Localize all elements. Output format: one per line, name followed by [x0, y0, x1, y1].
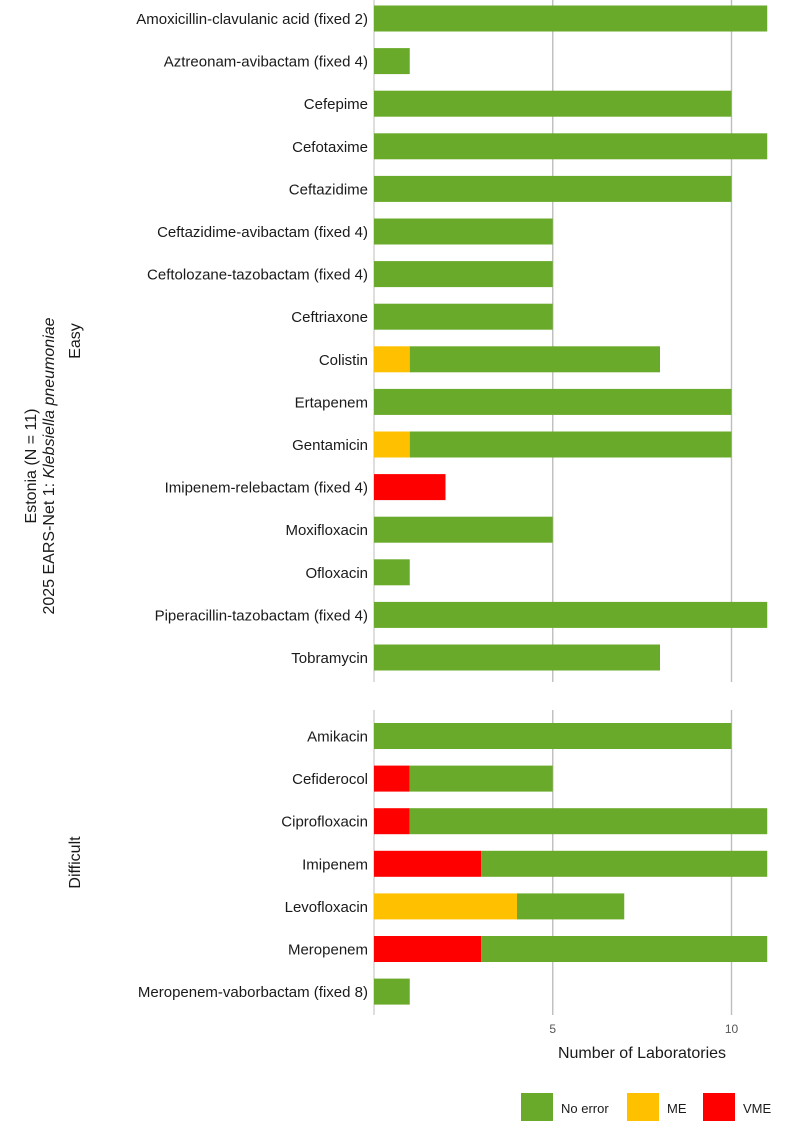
category-label: Amoxicillin-clavulanic acid (fixed 2): [136, 11, 368, 28]
category-label: Ciprofloxacin: [281, 814, 368, 831]
chart-title-line-2: 2025 EARS-Net 1: Klebsiella pneumoniae: [41, 317, 58, 614]
bar-segment-no-error: [374, 978, 410, 1005]
category-label: Piperacillin-tazobactam (fixed 4): [155, 607, 368, 624]
category-label: Cefotaxime: [292, 139, 368, 156]
bar-segment-no-error: [409, 346, 660, 373]
panel-label: Difficult: [67, 836, 84, 889]
legend-label: ME: [667, 1101, 687, 1116]
bar-segment-no-error: [517, 893, 625, 920]
bar-segment-no-error: [409, 765, 553, 792]
legend-label: VME: [743, 1101, 772, 1116]
bar-segment-no-error: [374, 90, 732, 117]
category-label: Imipenem: [302, 856, 368, 873]
category-label: Ceftazidime-avibactam (fixed 4): [157, 224, 368, 241]
panel-label: Easy: [67, 323, 84, 359]
legend-key: [703, 1093, 735, 1123]
category-label: Aztreonam-avibactam (fixed 4): [164, 54, 368, 71]
category-label: Meropenem: [288, 942, 368, 959]
bar-segment-no-error: [374, 723, 732, 749]
legend-label: No error: [561, 1101, 609, 1116]
bar-segment-no-error: [374, 601, 768, 628]
bar-segment-no-error: [374, 218, 553, 245]
bar-segment-no-error: [374, 516, 553, 543]
bar-segment-no-error: [374, 559, 410, 586]
category-label: Ertapenem: [295, 394, 368, 411]
category-label: Amikacin: [307, 729, 368, 746]
x-tick-label: 5: [549, 1022, 556, 1036]
bar-segment-no-error: [481, 850, 768, 877]
x-axis-title: Number of Laboratories: [558, 1045, 726, 1062]
category-label: Colistin: [319, 352, 368, 369]
category-label: Ceftriaxone: [291, 309, 368, 326]
legend-key: [627, 1093, 659, 1123]
category-label: Cefiderocol: [292, 771, 368, 788]
bar-segment-me: [374, 346, 410, 373]
category-label: Tobramycin: [291, 650, 368, 667]
category-label: Imipenem-relebactam (fixed 4): [165, 480, 368, 497]
category-label: Ofloxacin: [305, 565, 368, 582]
bar-segment-no-error: [374, 5, 768, 32]
bar-segment-no-error: [374, 175, 732, 202]
bar-segment-no-error: [374, 303, 553, 330]
bar-segment-no-error: [374, 261, 553, 288]
category-label: Cefepime: [304, 96, 368, 113]
bar-segment-no-error: [374, 388, 732, 415]
bar-segment-no-error: [481, 936, 768, 962]
bar-segment-vme: [374, 808, 410, 835]
bar-segment-vme: [374, 936, 482, 962]
bar-segment-me: [374, 893, 517, 920]
bar-segment-no-error: [374, 644, 660, 671]
bar-segment-no-error: [374, 48, 410, 75]
category-label: Levofloxacin: [285, 899, 368, 916]
category-label: Meropenem-vaborbactam (fixed 8): [138, 984, 368, 1001]
x-tick-label: 10: [725, 1022, 739, 1036]
bar-segment-vme: [374, 850, 482, 877]
bar-segment-no-error: [374, 133, 768, 160]
category-label: Moxifloxacin: [285, 522, 368, 539]
bar-segment-vme: [374, 474, 446, 501]
category-label: Gentamicin: [292, 437, 368, 454]
bar-segment-me: [374, 431, 410, 458]
bar-segment-no-error: [409, 431, 732, 458]
category-label: Ceftazidime: [289, 181, 368, 198]
legend-key: [521, 1093, 553, 1123]
chart-title-line-1: Estonia (N = 11): [23, 409, 40, 524]
bar-segment-vme: [374, 765, 410, 792]
bar-segment-no-error: [409, 808, 768, 835]
category-label: Ceftolozane-tazobactam (fixed 4): [147, 267, 368, 284]
